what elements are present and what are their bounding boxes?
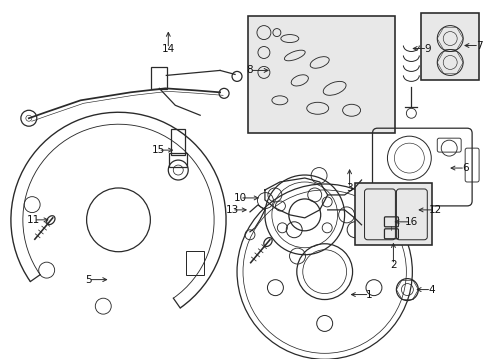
Text: 5: 5 bbox=[85, 275, 92, 285]
Text: 15: 15 bbox=[151, 145, 164, 155]
Text: 9: 9 bbox=[423, 44, 430, 54]
Text: 12: 12 bbox=[428, 205, 441, 215]
Text: 2: 2 bbox=[389, 260, 396, 270]
Text: 7: 7 bbox=[475, 41, 482, 50]
Bar bbox=[354, 183, 431, 245]
Text: 4: 4 bbox=[427, 284, 434, 294]
Text: 16: 16 bbox=[404, 217, 417, 227]
Text: 11: 11 bbox=[27, 215, 41, 225]
Text: 3: 3 bbox=[346, 183, 352, 193]
Text: 6: 6 bbox=[461, 163, 468, 173]
Bar bbox=[247, 15, 395, 133]
Text: 14: 14 bbox=[162, 44, 175, 54]
Text: 8: 8 bbox=[246, 66, 253, 76]
Text: 10: 10 bbox=[233, 193, 246, 203]
Text: 13: 13 bbox=[225, 205, 238, 215]
Text: 1: 1 bbox=[366, 289, 372, 300]
Bar bbox=[421, 13, 478, 80]
